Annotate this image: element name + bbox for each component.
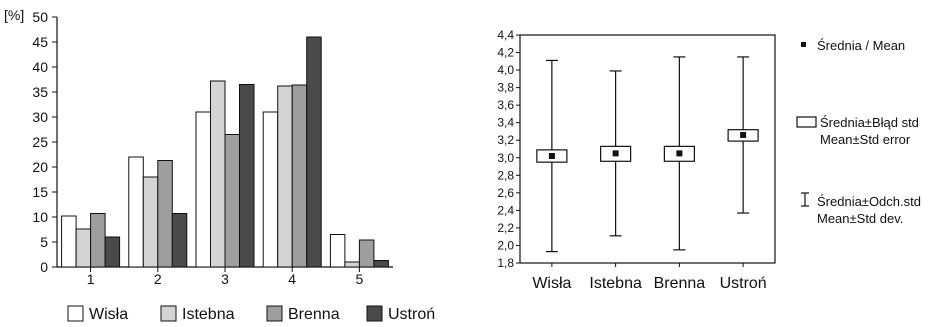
- x-tick-label: 2: [154, 271, 162, 287]
- legend-label: Istebna: [182, 306, 235, 323]
- x-tick-label: Wisła: [532, 275, 571, 292]
- bar: [224, 134, 240, 268]
- bar: [195, 111, 211, 268]
- plot-frame: [519, 34, 776, 264]
- mean-marker: [740, 131, 747, 138]
- y-tick-label: 20: [32, 159, 48, 175]
- legend-label: Wisła: [89, 306, 128, 323]
- bar: [171, 213, 188, 268]
- y-tick-label: 4,0: [497, 63, 514, 77]
- legend-sd-label-1: Średnia±Odch.std: [817, 194, 921, 209]
- y-tick-label: 45: [32, 34, 48, 50]
- legend-se-label-1: Średnia±Błąd std: [820, 115, 919, 130]
- y-tick-label: 3,2: [497, 133, 514, 147]
- legend-swatch: [160, 305, 177, 322]
- mean-marker: [548, 153, 555, 160]
- y-tick-label: 2,8: [497, 168, 514, 182]
- bar: [306, 36, 322, 268]
- y-tick-label: 4,2: [497, 46, 514, 60]
- y-tick-label: 3,6: [497, 98, 514, 112]
- y-tick-label: 15: [32, 184, 48, 200]
- bar: [329, 234, 346, 268]
- bar: [61, 215, 77, 268]
- mean-marker: [612, 150, 619, 157]
- bar: [210, 80, 226, 268]
- y-tick-label: 2,4: [497, 203, 514, 217]
- box-chart: 1,8 2,0 2,2 2,4 2,6 2,8 3,0 3,2 3,4 3,6 3,8 4,0 4,2 4…: [497, 28, 776, 292]
- y-tick-label: 4,4: [497, 28, 514, 42]
- bar: [128, 156, 144, 268]
- y-tick-label: 3,0: [497, 151, 514, 165]
- x-tick-label: 4: [288, 271, 296, 287]
- legend-label: Brenna: [288, 306, 340, 323]
- bar: [90, 213, 106, 268]
- y-tick-label: 3,8: [497, 81, 514, 95]
- box-legend: Średnia / Mean Średnia±Błąd std Mean±Std…: [796, 38, 921, 226]
- mean-marker: [676, 150, 683, 157]
- y-tick-label: 35: [32, 84, 48, 100]
- bar: [262, 111, 279, 268]
- bar: [344, 261, 360, 268]
- bar: [277, 85, 293, 268]
- x-tick-label: Brenna: [654, 275, 706, 292]
- legend-swatch: [366, 305, 383, 322]
- y-tick-label: 3,4: [497, 116, 514, 130]
- bar-chart-ylabel: [%]: [4, 7, 24, 23]
- x-tick-label: Istebna: [589, 275, 642, 292]
- bar: [239, 84, 255, 268]
- y-tick-label: 25: [32, 134, 48, 150]
- bar: [104, 236, 121, 268]
- x-tick-label: 1: [87, 271, 95, 287]
- y-tick-label: 50: [32, 9, 48, 25]
- x-tick-label: 3: [221, 271, 229, 287]
- y-tick-label: 2,6: [497, 186, 514, 200]
- y-tick-label: 0: [40, 259, 48, 275]
- y-tick-label: 10: [32, 209, 48, 225]
- y-tick-label: 5: [40, 234, 48, 250]
- bar: [142, 176, 159, 268]
- x-tick-label: Ustroń: [720, 275, 767, 292]
- legend-mean-marker: [801, 42, 806, 47]
- y-tick-label: 2,0: [497, 238, 514, 252]
- x-tick-label: 5: [356, 271, 364, 287]
- bar: [157, 160, 173, 268]
- y-tick-label: 30: [32, 109, 48, 125]
- bar: [358, 239, 375, 268]
- legend-sd-marker: [801, 192, 809, 207]
- legend-se-marker: [796, 116, 817, 128]
- legend-mean-label: Średnia / Mean: [817, 38, 905, 53]
- bar: [291, 84, 308, 268]
- legend-sd-label-2: Mean±Std dev.: [817, 211, 903, 226]
- y-tick-label: 40: [32, 59, 48, 75]
- legend-swatch: [266, 305, 283, 322]
- bar: [373, 260, 389, 268]
- legend-se-label-2: Mean±Std error: [820, 132, 911, 147]
- y-tick-label: 2,2: [497, 221, 514, 235]
- y-tick-label: 1,8: [497, 256, 514, 270]
- legend-label: Ustroń: [388, 306, 435, 323]
- legend-swatch: [67, 305, 84, 322]
- bar: [75, 228, 92, 268]
